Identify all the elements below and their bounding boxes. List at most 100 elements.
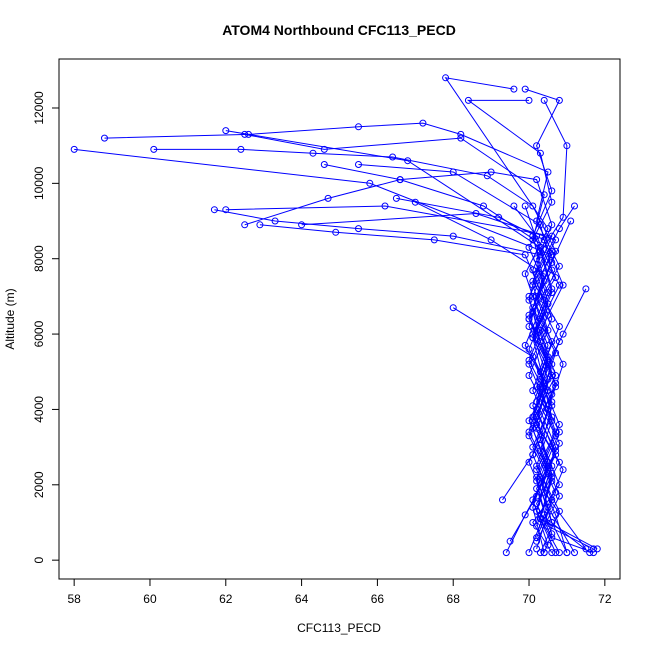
data-point <box>593 545 601 553</box>
y-tick-label: 8000 <box>32 245 46 272</box>
data-point <box>419 119 427 127</box>
data-point <box>555 225 563 233</box>
data-point <box>521 270 529 278</box>
data-point <box>529 304 537 312</box>
data-point <box>525 96 533 104</box>
data-point <box>571 202 578 210</box>
data-point <box>495 213 503 221</box>
data-point <box>582 545 590 553</box>
data-point <box>525 432 533 440</box>
data-point <box>210 206 218 214</box>
data-point <box>392 194 400 202</box>
y-tick-label: 4000 <box>32 396 46 423</box>
data-point <box>521 202 529 210</box>
data-point <box>555 492 563 500</box>
x-tick-label: 70 <box>522 592 536 606</box>
data-point <box>590 545 597 553</box>
data-point <box>555 481 563 489</box>
x-axis-label: CFC113_PECD <box>297 621 381 635</box>
data-series <box>241 130 594 557</box>
data-point <box>567 217 575 225</box>
series-line <box>225 205 575 553</box>
data-point <box>533 292 541 300</box>
data-series <box>222 127 567 557</box>
data-point <box>533 176 541 184</box>
data-point <box>529 402 537 410</box>
data-point <box>559 213 567 221</box>
data-point <box>548 398 556 406</box>
data-point <box>540 96 548 104</box>
data-point <box>548 519 556 526</box>
data-series <box>525 96 571 557</box>
data-point <box>525 458 533 466</box>
data-point <box>536 394 544 402</box>
data-point <box>430 236 438 244</box>
data-series <box>298 210 563 557</box>
data-point <box>559 330 567 338</box>
data-point <box>529 334 537 342</box>
data-point <box>529 496 537 504</box>
data-point <box>298 221 306 229</box>
data-point <box>533 142 541 150</box>
data-series <box>101 119 590 553</box>
data-point <box>525 243 533 251</box>
series-line <box>452 307 557 538</box>
data-point <box>552 488 560 496</box>
data-point <box>271 217 279 225</box>
series-line <box>528 100 568 553</box>
data-point <box>540 549 548 557</box>
data-point <box>222 127 230 135</box>
data-point <box>555 439 563 447</box>
y-tick-label: 10000 <box>32 166 46 200</box>
data-point <box>499 496 506 504</box>
data-point <box>457 134 465 142</box>
data-point <box>552 372 560 379</box>
data-point <box>355 225 362 233</box>
data-point <box>480 202 487 210</box>
data-point <box>552 247 560 255</box>
data-point <box>559 466 567 474</box>
data-point <box>487 236 495 244</box>
x-tick-label: 60 <box>143 592 157 606</box>
data-point <box>533 383 541 391</box>
data-point <box>555 428 563 436</box>
data-point <box>555 549 563 557</box>
data-point <box>529 387 537 395</box>
x-tick-label: 58 <box>67 592 81 606</box>
data-point <box>544 289 552 297</box>
data-point <box>533 507 541 515</box>
y-tick-label: 2000 <box>32 471 46 498</box>
data-point <box>563 142 571 150</box>
data-point <box>324 194 332 202</box>
data-point <box>529 281 537 289</box>
y-tick-label: 6000 <box>32 320 46 347</box>
data-point <box>533 522 541 530</box>
data-point <box>563 549 571 557</box>
data-point <box>536 326 544 334</box>
data-point <box>555 338 563 346</box>
series-line <box>536 288 587 553</box>
data-point <box>555 323 563 330</box>
y-axis: 0 2000 4000 6000 8000 10000 12000 <box>32 91 60 564</box>
data-point <box>533 534 541 542</box>
data-point <box>70 145 78 153</box>
data-point <box>464 96 472 104</box>
data-point <box>355 161 362 168</box>
series-line <box>532 220 572 553</box>
x-axis: 58 60 62 64 66 68 70 72 <box>67 578 612 606</box>
data-point <box>548 549 556 557</box>
data-point <box>381 202 389 210</box>
data-point <box>529 519 537 526</box>
data-point <box>101 134 108 142</box>
data-point <box>525 296 533 304</box>
data-point <box>529 202 537 210</box>
data-point <box>366 179 374 187</box>
data-series <box>222 202 578 557</box>
data-point <box>529 292 537 300</box>
data-point <box>525 360 533 368</box>
data-point <box>552 379 560 387</box>
data-point <box>525 549 533 557</box>
data-point <box>548 285 556 293</box>
data-point <box>590 549 597 557</box>
data-point <box>449 232 457 240</box>
